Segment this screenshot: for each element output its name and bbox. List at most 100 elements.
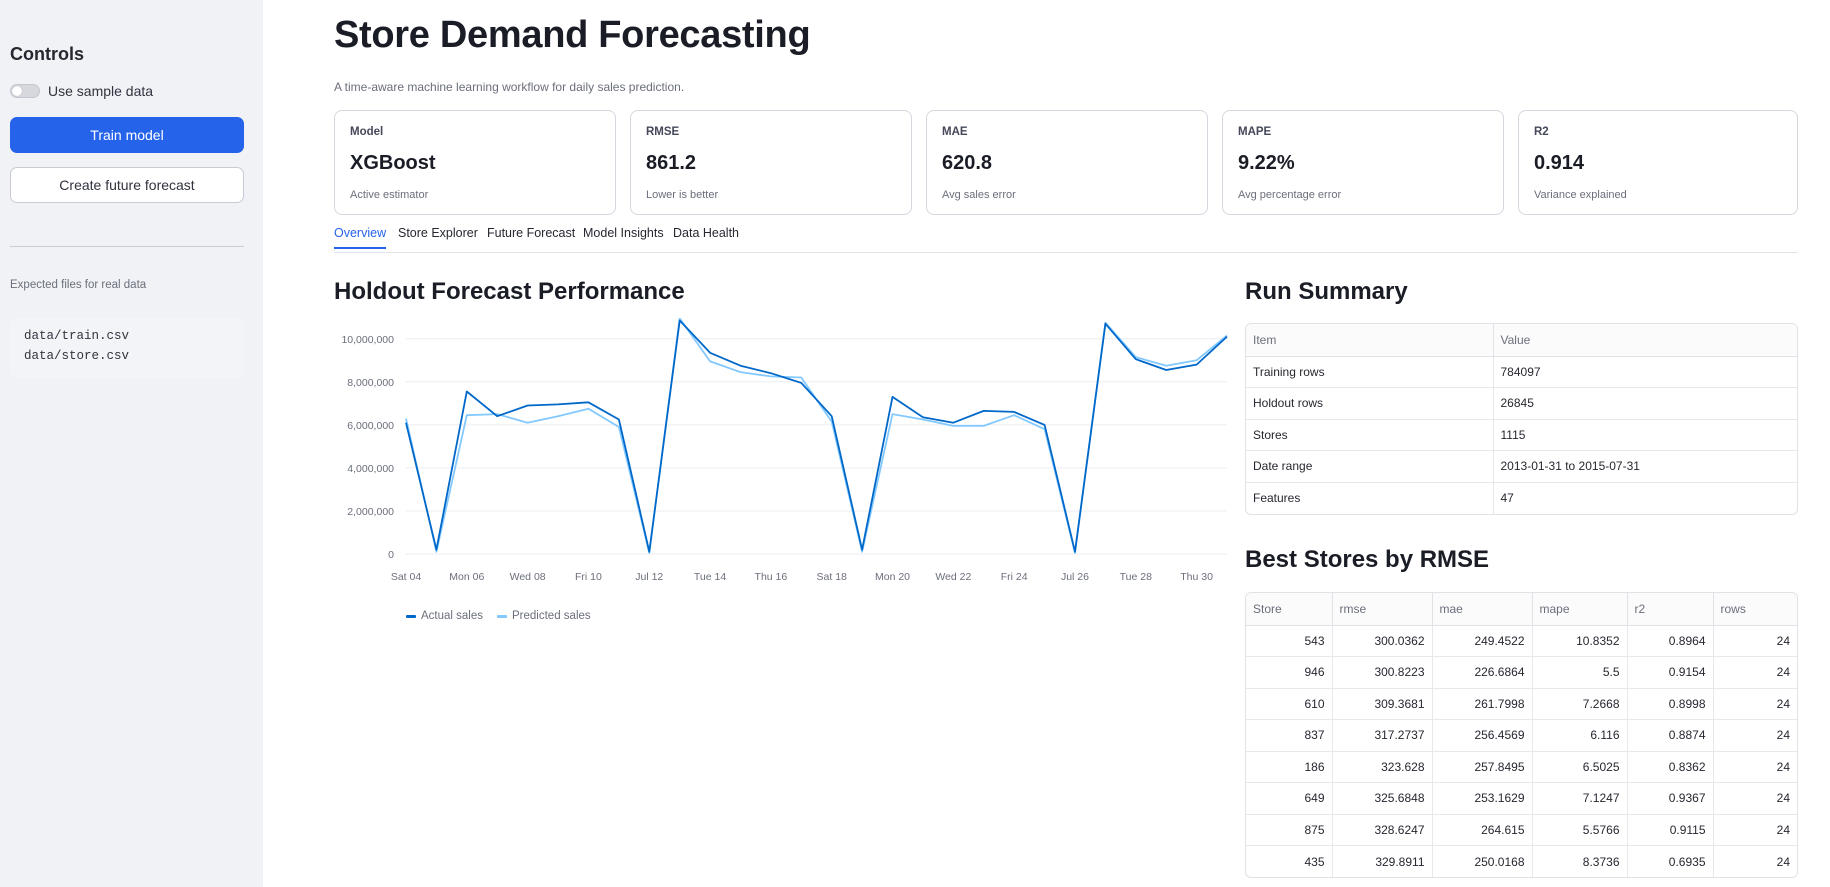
y-tick-label: 2,000,000 [347,506,394,518]
table-cell: 323.628 [1332,751,1433,783]
metric-label: R2 [1534,126,1549,138]
x-tick-label: Sat 04 [391,571,422,583]
table-cell: 435 [1246,845,1333,877]
create-future-forecast-button[interactable]: Create future forecast [10,167,244,203]
table-cell: 10.8352 [1532,625,1628,657]
file-path: data/store.csv [24,349,130,363]
x-tick-label: Tue 28 [1120,571,1152,583]
column-header[interactable]: r2 [1627,593,1714,626]
chart-section-title: Holdout Forecast Performance [334,278,685,305]
tab-overview[interactable]: Overview [334,226,387,249]
page-title: Store Demand Forecasting [334,14,811,56]
table-cell: 261.7998 [1432,688,1533,720]
expected-files-code: data/train.csv data/store.csv [10,318,244,378]
expected-files-note: Expected files for real data [10,279,147,291]
metric-caption: Active estimator [350,189,429,201]
metric-cards: Model XGBoost Active estimator RMSE 861.… [334,110,1798,215]
table-row: 435 329.8911 250.0168 8.3736 0.6935 24 [1246,845,1797,877]
table-row: Date range 2013-01-31 to 2015-07-31 [1246,450,1797,483]
table-cell: 8.3736 [1532,845,1628,877]
metric-value: XGBoost [350,152,436,174]
tab-data-health[interactable]: Data Health [673,226,740,240]
table-cell: Holdout rows [1246,387,1494,420]
table-cell: 0.9154 [1627,656,1714,689]
legend-swatch-predicted [497,614,508,618]
metric-value: 9.22% [1238,152,1295,174]
table-cell: 7.1247 [1532,782,1628,815]
file-path: data/train.csv [24,329,130,343]
x-tick-label: Thu 16 [755,571,788,583]
metric-caption: Avg sales error [942,189,1016,201]
table-row: Training rows 784097 [1246,356,1797,388]
sample-data-toggle[interactable] [10,84,40,98]
table-row: 649 325.6848 253.1629 7.1247 0.9367 24 [1246,782,1797,815]
table-cell: 784097 [1493,356,1797,388]
y-tick-label: 8,000,000 [347,377,394,389]
x-tick-label: Jul 26 [1061,571,1089,583]
table-cell: 1115 [1493,419,1797,451]
best-stores-table[interactable]: Store rmse mae mape r2 rows 543 300.0362 2… [1245,592,1798,878]
metric-label: MAPE [1238,126,1272,138]
table-row: 186 323.628 257.8495 6.5025 0.8362 24 [1246,751,1797,783]
chart-svg: 0 2,000,000 4,000,000 6,000,000 8,000,000 10,… [341,317,1228,583]
y-tick-label: 0 [388,549,394,561]
table-cell: 0.9367 [1627,782,1714,815]
table-row: 543 300.0362 249.4522 10.8352 0.8964 24 [1246,625,1797,657]
metric-label: MAE [942,126,968,138]
metric-card-mae: MAE 620.8 Avg sales error [926,110,1208,215]
table-cell: 249.4522 [1432,625,1533,657]
table-cell: 543 [1246,625,1333,657]
x-tick-label: Fri 24 [1001,571,1028,583]
column-header[interactable]: mae [1432,593,1533,626]
tab-future-forecast[interactable]: Future Forecast [487,226,576,240]
x-tick-label: Wed 22 [935,571,971,583]
legend-label: Predicted sales [512,610,591,622]
table-cell: 26845 [1493,387,1797,420]
table-cell: 24 [1713,656,1797,689]
table-cell: 24 [1713,814,1797,846]
x-tick-label: Fri 10 [575,571,602,583]
table-cell: Date range [1246,450,1494,483]
table-cell: 24 [1776,854,1790,869]
table-cell: 0.8362 [1627,751,1714,783]
table-cell: 24 [1713,688,1797,720]
column-header[interactable]: Store [1246,593,1333,626]
table-cell: 649 [1246,782,1333,815]
legend-item-predicted[interactable]: Predicted sales [497,610,591,622]
tab-store-explorer[interactable]: Store Explorer [398,226,478,240]
table-cell: 5.5766 [1532,814,1628,846]
table-cell: 264.615 [1432,814,1533,846]
table-cell: 0.8964 [1627,625,1714,657]
table-cell: 256.4569 [1432,719,1533,752]
column-header[interactable]: rmse [1332,593,1433,626]
legend-item-actual[interactable]: Actual sales [406,610,483,622]
sample-data-toggle-row[interactable]: Use sample data [10,83,153,99]
table-cell: 24 [1713,751,1797,783]
y-tick-label: 6,000,000 [347,420,394,432]
actual-sales-line [405,319,1228,553]
metric-caption: Lower is better [646,189,719,201]
chart-legend: Actual sales Predicted sales [406,610,591,622]
metric-card-rmse: RMSE 861.2 Lower is better [630,110,912,215]
tab-model-insights[interactable]: Model Insights [583,226,664,240]
column-header[interactable]: Value [1493,324,1797,357]
table-cell: 325.6848 [1332,782,1433,815]
table-cell: Training rows [1246,356,1494,388]
table-cell: 946 [1246,656,1333,689]
metric-value: 0.914 [1534,152,1585,174]
run-summary-table[interactable]: Item Value Training rows 784097 Holdout r… [1245,323,1798,515]
x-tick-label: Sat 18 [817,571,848,583]
column-header[interactable]: Item [1246,324,1494,357]
table-cell: 875 [1246,814,1333,846]
table-cell: 300.8223 [1332,656,1433,689]
table-cell: 837 [1246,719,1333,752]
column-header[interactable]: rows [1713,593,1797,626]
y-tick-label: 10,000,000 [341,334,394,346]
table-cell: 250.0168 [1432,845,1533,877]
column-header[interactable]: mape [1532,593,1628,626]
metric-label: Model [350,126,384,138]
train-model-button[interactable]: Train model [10,117,244,153]
table-cell: 253.1629 [1432,782,1533,815]
predicted-sales-line [405,317,1228,554]
sample-data-toggle-label: Use sample data [48,83,154,99]
